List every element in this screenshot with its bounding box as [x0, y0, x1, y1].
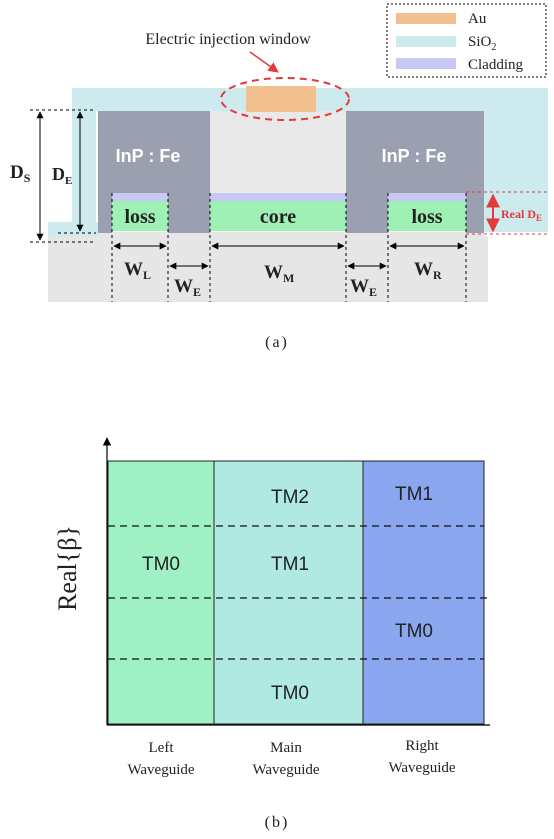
legend-cladding-swatch [396, 58, 456, 69]
mode-level-lines [108, 525, 490, 660]
region-main-name2: Waveguide [252, 762, 319, 778]
region-right [362, 460, 485, 725]
real-de-label: Real DE [501, 207, 542, 223]
inp-right-label: InP : Fe [382, 146, 447, 166]
legend-au-swatch [396, 13, 456, 24]
inp-left-block [98, 111, 210, 193]
mode-left-tm0: TM0 [142, 554, 180, 575]
legend: Au SiO2 Cladding [386, 3, 547, 78]
center-gap [210, 111, 346, 193]
caption-a: (a) [265, 334, 289, 351]
we-left-label: WE [174, 276, 201, 299]
loss-right-block [388, 201, 466, 231]
etch-left-gap [168, 193, 210, 233]
region-right-name: Right [405, 738, 439, 754]
loss-left-label: loss [124, 206, 155, 228]
mode-main-tm0: TM0 [271, 683, 309, 704]
wr-label: WR [414, 259, 442, 282]
region-main [213, 460, 364, 725]
y-axis-label: Real{β} [53, 525, 82, 611]
loss-left-block [112, 201, 168, 231]
inp-left-label: InP : Fe [116, 146, 181, 166]
substrate-top [98, 232, 484, 240]
window-label: Electric injection window [145, 31, 311, 48]
mode-right-tm0: TM0 [395, 621, 433, 642]
caption-b: (b) [265, 814, 290, 831]
core-label: core [260, 206, 296, 228]
mode-main-tm1: TM1 [271, 554, 309, 575]
au-pad [246, 86, 316, 112]
wm-label: WM [264, 262, 294, 285]
mode-main-tm2: TM2 [271, 487, 309, 508]
cladding-core [210, 193, 346, 201]
region-main-name: Main [270, 740, 302, 756]
legend-sio2-label: SiO2 [468, 34, 496, 53]
mode-right-tm1: TM1 [395, 484, 433, 505]
region-left-name2: Waveguide [127, 762, 194, 778]
window-arrow [249, 51, 279, 73]
injection-window-ring [220, 77, 350, 121]
etch-right-gap [346, 193, 388, 233]
width-guides [111, 193, 467, 302]
wl-label: WL [124, 259, 151, 282]
region-right-name2: Waveguide [388, 760, 455, 776]
legend-sio2-swatch [396, 36, 456, 47]
width-arrows [113, 242, 465, 270]
region-left-name: Left [149, 740, 175, 756]
etch-left-outer [98, 193, 112, 233]
core-block [210, 201, 346, 231]
de-label: DE [52, 164, 72, 187]
legend-au-label: Au [468, 11, 487, 27]
we-right-label: WE [350, 276, 377, 299]
figure-a: Au SiO2 Cladding Electric injection wind… [10, 3, 548, 351]
legend-cladding-label: Cladding [468, 57, 523, 73]
region-left [107, 460, 215, 725]
cladding-left [112, 193, 168, 201]
etch-right-outer [466, 193, 484, 233]
figure-b: TM0 TM2 TM1 TM0 TM1 TM0 Real{β} Left Wav… [53, 437, 490, 831]
ds-label: DS [10, 162, 31, 185]
inp-right-block [346, 111, 484, 193]
cladding-right [388, 193, 466, 201]
loss-right-label: loss [411, 206, 442, 228]
sio2-left-strip [48, 222, 98, 236]
